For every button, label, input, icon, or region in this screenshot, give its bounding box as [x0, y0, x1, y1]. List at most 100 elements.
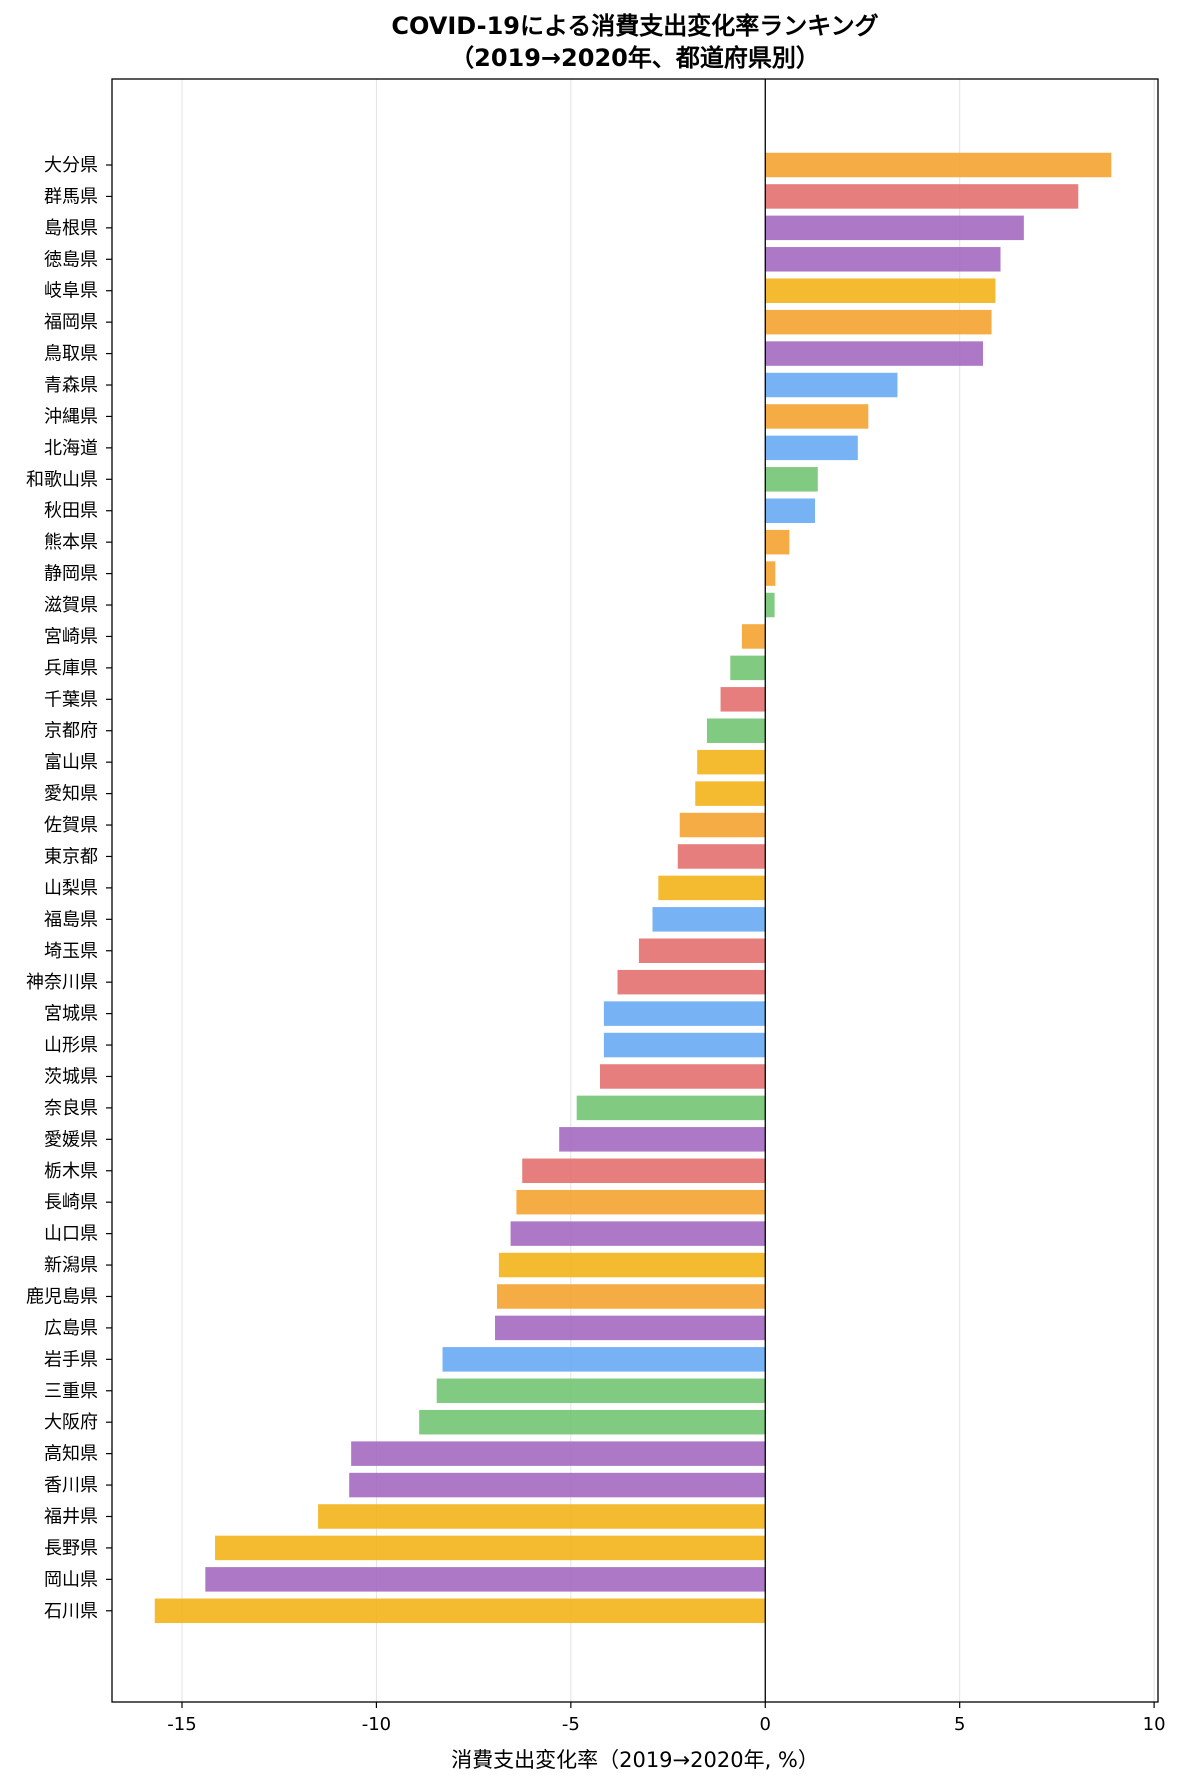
chart-subtitle: （2019→2020年、都道府県別） [450, 44, 820, 72]
bar [765, 435, 858, 461]
bar [765, 372, 898, 398]
y-tick-label: 宮崎県 [44, 626, 98, 647]
bar [697, 749, 766, 775]
y-tick-label: 香川県 [44, 1475, 98, 1496]
bar [436, 1378, 766, 1404]
bar [205, 1567, 766, 1592]
x-axis: -15 -10 -5 0 5 10 [167, 1702, 1166, 1735]
bar [652, 907, 766, 932]
bar [496, 1284, 766, 1309]
y-tick-label: 佐賀県 [44, 815, 98, 836]
y-tick-label: 静岡県 [44, 564, 98, 585]
bar [658, 875, 766, 901]
bar [495, 1315, 766, 1341]
y-tick-label: 熊本県 [44, 532, 98, 553]
y-tick-label: 石川県 [44, 1601, 98, 1622]
x-tick-label: -10 [362, 1714, 391, 1735]
bar [730, 655, 766, 681]
bar [419, 1409, 766, 1435]
bar [720, 687, 766, 712]
bar [510, 1221, 766, 1246]
bar [215, 1535, 766, 1561]
bar [765, 247, 1001, 272]
y-tick-label: 大分県 [44, 155, 98, 176]
y-tick-label: 島根県 [44, 218, 98, 239]
x-tick-label: -15 [167, 1714, 196, 1735]
bar [677, 844, 766, 869]
bar [765, 404, 869, 429]
bar [765, 184, 1079, 209]
bar [765, 309, 992, 335]
y-tick-label: 愛知県 [44, 784, 98, 805]
bar [765, 215, 1024, 241]
bar [638, 938, 766, 963]
bar [679, 812, 766, 838]
y-tick-label: 広島県 [44, 1318, 98, 1339]
bar [741, 624, 766, 649]
bar [706, 718, 766, 743]
y-tick-label: 大阪府 [44, 1412, 98, 1433]
bar [154, 1598, 766, 1624]
y-tick-label: 徳島県 [44, 249, 98, 270]
y-tick-label: 長崎県 [44, 1192, 98, 1213]
y-tick-label: 山形県 [44, 1035, 98, 1056]
y-tick-label: 和歌山県 [26, 469, 98, 490]
bar [559, 1127, 766, 1152]
y-tick-label: 栃木県 [44, 1161, 98, 1182]
y-tick-label: 兵庫県 [44, 658, 98, 679]
bar [603, 1032, 766, 1058]
bar [765, 498, 816, 523]
y-tick-label: 宮城県 [44, 1004, 98, 1025]
y-tick-label: 東京都 [44, 846, 98, 867]
bar [765, 467, 818, 492]
y-tick-label: 岡山県 [44, 1569, 98, 1590]
y-tick-label: 沖縄県 [44, 406, 98, 427]
x-tick-label: 5 [954, 1714, 965, 1735]
bar [349, 1472, 766, 1498]
bar [516, 1189, 766, 1215]
bar [765, 341, 984, 366]
y-tick-label: 長野県 [44, 1538, 98, 1559]
y-tick-label: 奈良県 [44, 1098, 98, 1119]
x-tick-label: 10 [1143, 1714, 1166, 1735]
y-tick-label: 山梨県 [44, 878, 98, 899]
plot-frame [111, 78, 1159, 1703]
x-tick-label: 0 [760, 1714, 771, 1735]
bar [765, 592, 775, 618]
y-tick-label: 秋田県 [44, 501, 98, 522]
bar [498, 1252, 766, 1278]
y-tick-label: 山口県 [44, 1224, 98, 1245]
bar [765, 561, 776, 586]
y-tick-label: 京都府 [44, 721, 98, 742]
y-tick-label: 福島県 [44, 909, 98, 930]
bar [576, 1095, 766, 1121]
y-tick-label: 新潟県 [44, 1255, 98, 1276]
bar [442, 1347, 766, 1372]
bar [765, 529, 790, 555]
bar [617, 969, 766, 995]
bar [695, 781, 766, 806]
y-tick-label: 富山県 [44, 752, 98, 773]
y-tick-label: 埼玉県 [44, 941, 98, 962]
bar [351, 1441, 766, 1466]
y-tick-label: 岩手県 [44, 1349, 98, 1370]
y-tick-label: 群馬県 [44, 186, 98, 207]
bars [154, 152, 1112, 1624]
y-tick-label: 千葉県 [44, 689, 98, 710]
y-axis: 大分県群馬県島根県徳島県岐阜県福岡県鳥取県青森県沖縄県北海道和歌山県秋田県熊本県… [26, 155, 112, 1622]
y-tick-label: 高知県 [44, 1444, 98, 1465]
bar [765, 152, 1112, 178]
y-tick-label: 三重県 [44, 1381, 98, 1402]
bar [318, 1504, 766, 1529]
bar [765, 278, 996, 303]
y-tick-label: 北海道 [44, 438, 98, 459]
y-tick-label: 岐阜県 [44, 281, 98, 302]
chart-title: COVID-19による消費支出変化率ランキング [391, 12, 878, 40]
y-tick-label: 鹿児島県 [26, 1286, 98, 1307]
bar [600, 1064, 766, 1089]
x-tick-label: -5 [562, 1714, 580, 1735]
y-tick-label: 茨城県 [44, 1066, 98, 1087]
bar [522, 1158, 766, 1184]
y-tick-label: 滋賀県 [44, 595, 98, 616]
